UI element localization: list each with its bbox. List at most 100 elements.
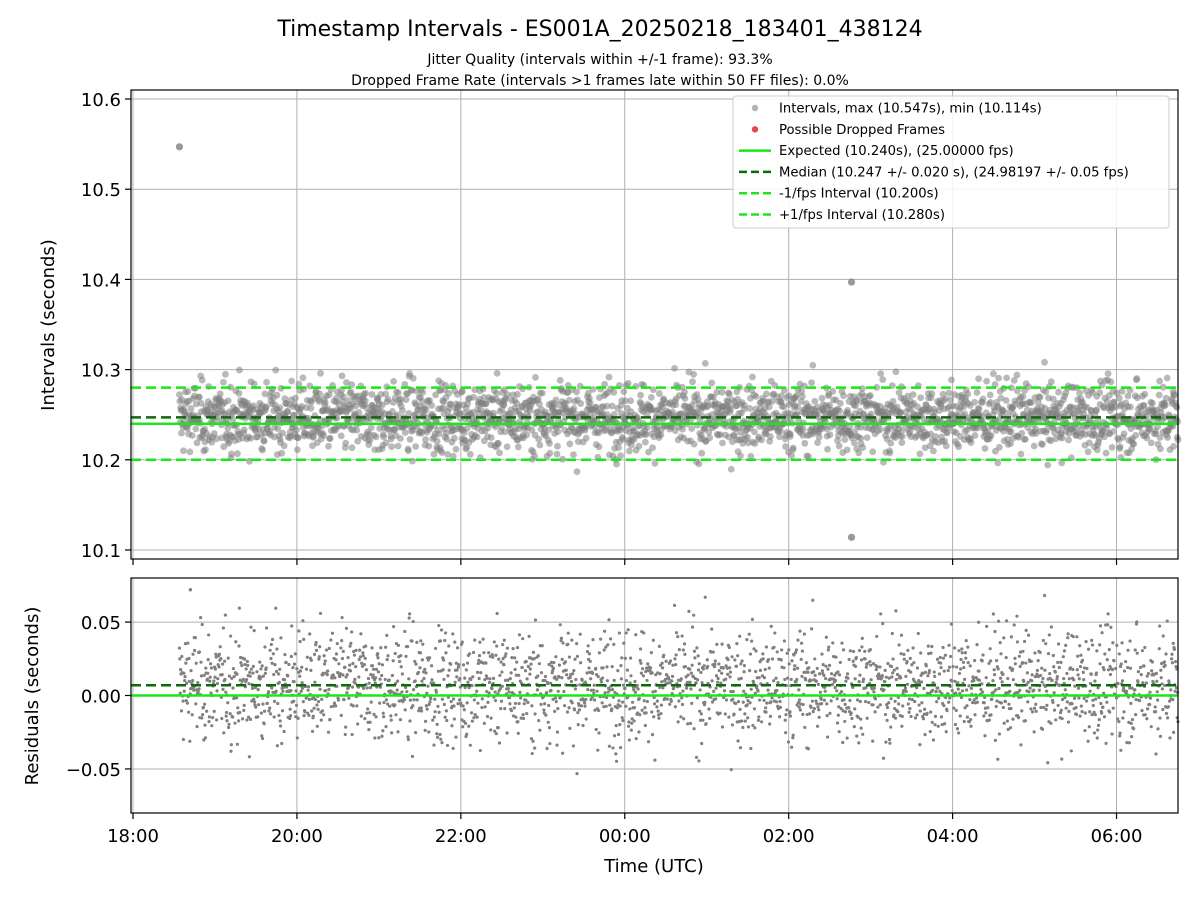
residual-point (698, 709, 702, 713)
residual-point (871, 703, 875, 707)
residual-point (261, 702, 265, 706)
interval-point (546, 440, 553, 447)
residual-point (280, 709, 285, 713)
residual-point (294, 703, 299, 707)
residual-point (649, 651, 653, 655)
residual-point (957, 731, 961, 735)
interval-point (279, 429, 286, 437)
residual-point (669, 699, 673, 703)
residual-point (550, 664, 554, 668)
interval-point (354, 437, 362, 445)
residual-point (804, 661, 808, 665)
residual-point (766, 688, 770, 692)
residual-point (628, 656, 633, 660)
residual-point (288, 714, 293, 718)
residual-point (745, 637, 749, 642)
residual-point (545, 746, 549, 751)
residual-point (306, 688, 310, 692)
residual-point (800, 649, 804, 653)
residual-point (799, 702, 803, 706)
residual-point (220, 673, 224, 677)
residual-point (1080, 658, 1085, 662)
residual-point (800, 674, 804, 679)
residual-point (318, 645, 322, 649)
residual-point (224, 714, 228, 718)
residual-point (251, 671, 255, 675)
residual-point (226, 725, 231, 730)
interval-point (879, 376, 887, 383)
residual-point (1052, 708, 1057, 712)
residual-point (802, 632, 806, 636)
residual-point (868, 648, 872, 652)
residual-point (278, 719, 282, 723)
residual-point (646, 740, 651, 744)
interval-outlier-point (847, 533, 856, 541)
residual-point (199, 660, 203, 664)
residual-point (584, 717, 588, 721)
residual-point (553, 675, 557, 679)
residual-point (605, 679, 609, 683)
residual-point (203, 736, 208, 740)
interval-point (1116, 443, 1124, 451)
residual-point (724, 677, 728, 681)
residual-point (456, 702, 460, 706)
residual-point (837, 730, 841, 734)
interval-point (1108, 443, 1116, 451)
residual-point (936, 686, 940, 690)
residual-point (339, 713, 343, 717)
residual-point (1040, 666, 1044, 670)
interval-point (477, 406, 485, 414)
residual-point (300, 686, 305, 690)
residual-point (1034, 702, 1038, 706)
residual-point (807, 666, 811, 670)
residual-point (899, 652, 903, 656)
residual-point (629, 728, 633, 732)
residual-point (580, 678, 584, 682)
residual-point (912, 661, 916, 665)
residual-point (535, 688, 540, 692)
interval-point (595, 443, 603, 451)
residual-point (340, 639, 344, 643)
residual-point (1081, 670, 1085, 674)
residual-point (348, 644, 352, 648)
residual-point (539, 671, 544, 675)
residual-point (1120, 641, 1124, 645)
residual-point (848, 698, 852, 703)
interval-point (259, 446, 266, 454)
residual-point (1124, 659, 1128, 664)
residual-point (991, 612, 995, 616)
residual-point (437, 623, 441, 628)
interval-point (669, 408, 676, 416)
residual-point (825, 702, 829, 706)
residual-point (698, 718, 703, 722)
residual-point (626, 724, 631, 728)
residual-point (1038, 650, 1042, 655)
residual-point (1029, 659, 1033, 663)
residual-point (258, 660, 262, 664)
residual-point (1015, 640, 1019, 644)
residual-point (641, 674, 645, 678)
interval-point (930, 447, 937, 455)
interval-point (406, 370, 414, 377)
interval-point (751, 428, 758, 436)
residual-point (692, 727, 696, 731)
residual-point (947, 643, 951, 647)
residual-point (457, 698, 462, 702)
residual-point (247, 755, 251, 759)
residual-point (555, 743, 559, 747)
residual-point (968, 664, 972, 668)
residual-point (293, 652, 297, 656)
residual-point (382, 700, 386, 705)
residual-point (1115, 643, 1119, 648)
residual-point (502, 663, 506, 667)
residual-point (750, 639, 754, 643)
residual-point (710, 679, 714, 683)
residual-point (475, 689, 479, 693)
chart-subtitle-dropped: Dropped Frame Rate (intervals >1 frames … (351, 73, 849, 89)
residual-point (813, 657, 817, 661)
residual-point (1020, 660, 1025, 665)
residual-point (399, 653, 403, 658)
residual-point (587, 652, 592, 656)
residual-point (230, 715, 235, 719)
residual-point (822, 673, 826, 678)
